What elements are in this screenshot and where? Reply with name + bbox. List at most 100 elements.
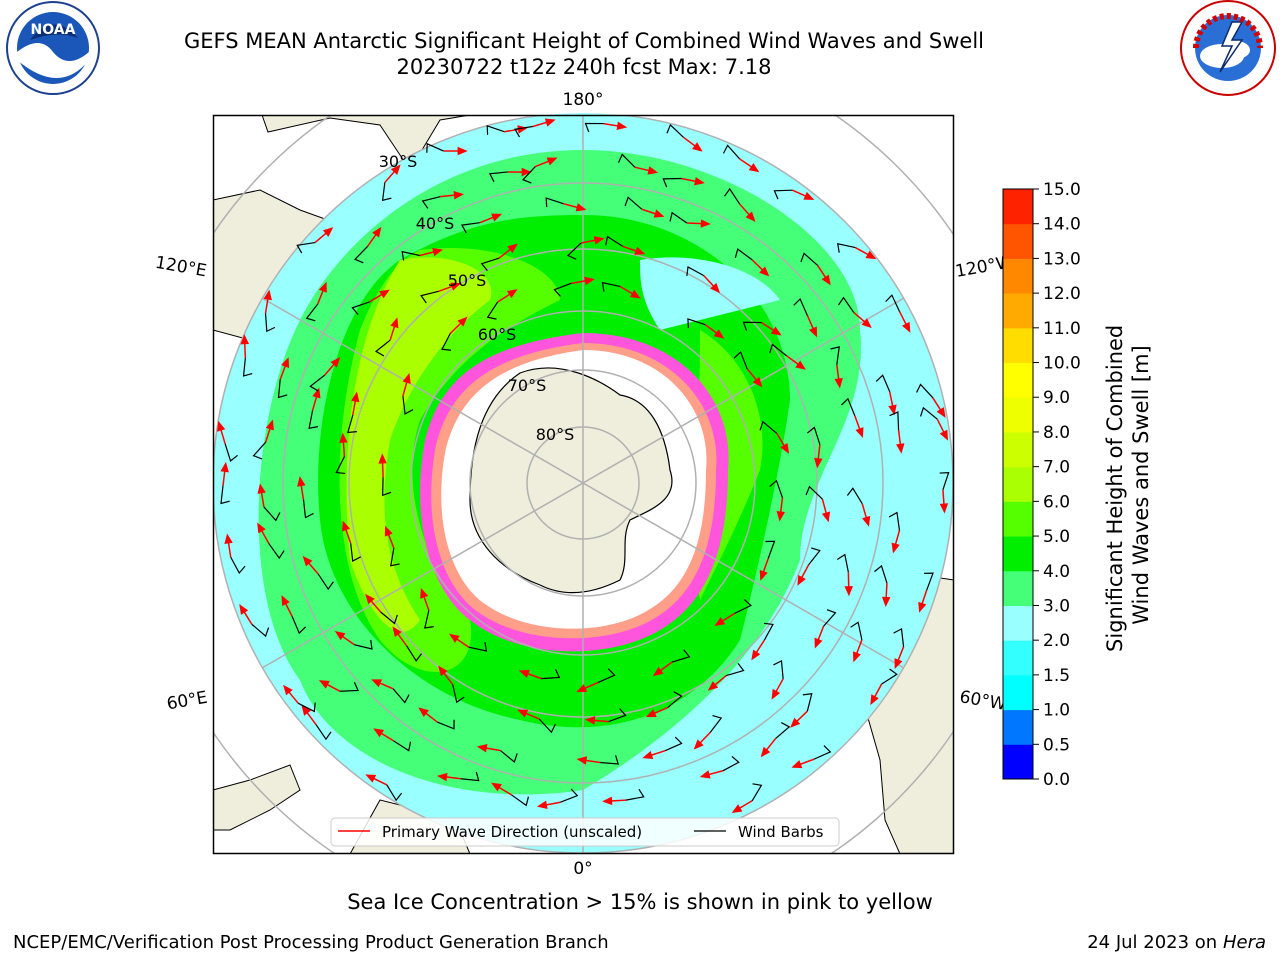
wave-direction-arrows [217,118,949,813]
wind-barb [742,321,762,331]
wave-arrowhead [790,717,801,728]
wave-arrowhead [834,377,843,389]
colorbar-tick-label: 6.0 [1043,492,1070,512]
lon-label-bottom: 0° [573,859,592,879]
colorbar-tick-label: 11.0 [1043,319,1081,339]
wind-barb [460,771,480,782]
wave-arrowhead [457,146,468,156]
wave-arrowhead [457,316,468,327]
wave-arrowhead [536,800,548,809]
wave-arrowhead [220,461,229,473]
wave-arrowhead [809,326,818,338]
wave-arrowhead [862,515,871,527]
colorbar-tick-label: 2.0 [1043,631,1070,651]
wave-arrowhead [312,387,321,399]
wind-barb [888,511,901,531]
wind-barb [800,252,818,266]
wind-barb [381,182,392,202]
wind-barb [354,639,373,650]
wind-barb [625,788,645,801]
wind-barb [298,702,316,713]
wind-barb [392,688,410,704]
wind-barb [401,250,420,261]
wave-arrowhead [791,760,803,769]
colorbar-segment [1003,362,1033,398]
wind-barb [426,142,444,153]
wave-arrowhead [365,593,375,605]
chart-subtitle: 20230722 t12z 240h fcst Max: 7.18 [396,55,772,79]
colorbar-tick-label: 15.0 [1043,180,1081,200]
wave-arrowhead [700,219,711,228]
colorbar-segment [1003,570,1033,606]
wave-arrowhead [402,373,411,384]
wind-barbs [220,122,950,807]
wind-barb [823,609,837,627]
wave-arrowhead [390,164,401,175]
colorbar-segment [1003,605,1033,641]
wind-barb [541,669,561,680]
lat-label-80s: 80°S [536,425,575,444]
wave-arrowhead [224,533,233,545]
wind-barb [402,395,414,415]
wind-barb [522,166,536,184]
wind-barb [305,303,319,322]
wave-arrowhead [432,247,443,257]
wave-arrowhead [693,739,704,750]
wind-barb [920,406,938,420]
wave-arrowhead [318,680,330,689]
wind-barb [775,722,791,740]
colorbar-tick-label: 4.0 [1043,562,1070,582]
wind-barb [353,245,368,264]
wave-arrowhead [544,118,556,127]
wave-arrowhead [629,289,641,299]
colorbar-tick-label: 7.0 [1043,458,1070,478]
wind-barb [252,441,267,460]
wave-arrowhead [771,688,781,700]
wave-arrowhead [748,163,760,173]
wave-arrowhead [881,596,891,608]
lat-label-30s: 30°S [379,152,418,171]
wind-barb [486,125,505,135]
wave-arrowhead [602,796,613,806]
wave-arrowhead [265,419,274,431]
wave-arrowhead [371,679,383,688]
colorbar-segment [1003,674,1033,711]
wind-barb [807,426,821,445]
wave-arrowhead [770,326,782,336]
colorbar-segment [1003,744,1033,780]
africa-land [213,764,301,831]
wind-barb [763,622,774,641]
wind-barb [759,420,778,434]
wind-barb [390,547,400,567]
colorbar-segment [1003,709,1033,745]
lat-label-50s: 50°S [448,271,487,290]
wind-barb [480,257,500,272]
wave-arrowhead [795,360,806,370]
wind-barb [769,479,784,498]
wind-barb [315,723,332,741]
wave-arrowhead [518,669,530,678]
wave-arrowhead [584,276,595,286]
wave-arrowhead [759,266,770,277]
wave-arrowhead [653,209,665,218]
wind-barb [560,788,579,803]
wind-barb [350,543,361,562]
legend-wind-barbs: Wind Barbs [738,823,824,841]
wave-height-field [213,113,953,853]
lon-label-lower-right: 60°W [958,687,1008,715]
wind-barb [722,144,741,160]
map-legend: Primary Wave Direction (unscaled) Wind B… [330,817,840,847]
wind-barb [733,351,748,370]
wind-barb [874,564,888,584]
wind-barb [296,241,316,254]
wind-barb [840,397,856,416]
colorbar-tick-label: 0.5 [1043,735,1070,755]
wind-barb [242,358,253,377]
noaa-logo-text: NOAA [31,22,76,38]
wind-barb [374,339,391,357]
wind-barb [769,343,787,357]
wind-barb [308,410,319,430]
wind-barb [605,235,623,247]
wave-arrowhead [378,453,387,464]
